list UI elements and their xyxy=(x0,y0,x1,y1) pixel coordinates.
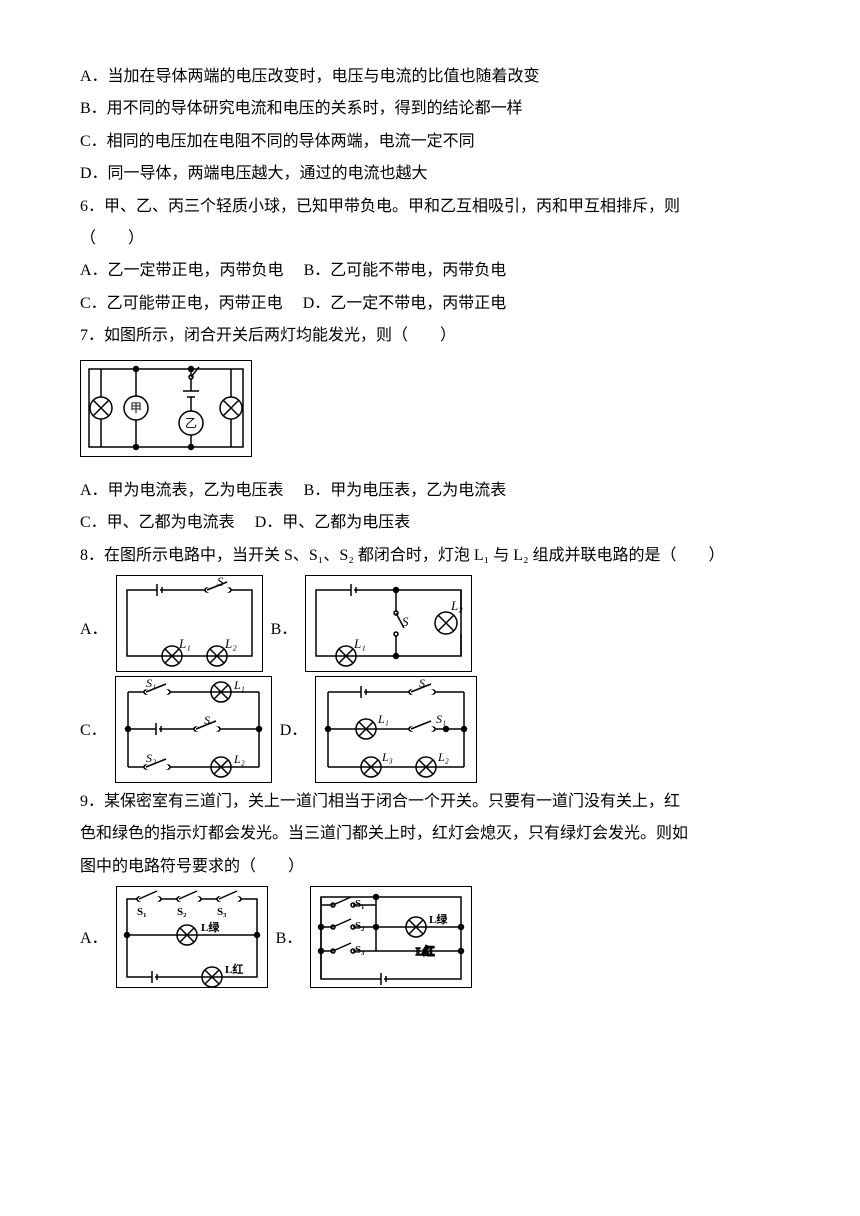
q9b-S3: S₃ xyxy=(355,944,365,956)
q8-stem: 8．在图所示电路中，当开关 S、S₁、S₂ 都闭合时，灯泡 L₁ 与 L₂ 组成… xyxy=(80,541,780,571)
q8d-L2: L₂ xyxy=(437,750,449,764)
q8d-L3: L₃ xyxy=(381,750,393,764)
q9a-Lg: L绿 xyxy=(201,920,220,934)
q9-circuit-B: L红 S₁ S₂ S₃ L绿 xyxy=(310,886,472,988)
q7-stem: 7．如图所示，闭合开关后两灯均能发光，则（ ） xyxy=(80,321,780,351)
q8a-L2: L₂ xyxy=(224,636,237,651)
q9-stem3: 图中的电路符号要求的（ ） xyxy=(80,852,780,882)
q8-circuit-A: S L₁ L₂ xyxy=(116,575,263,672)
q6-optB: B．乙可能不带电，丙带负电 xyxy=(304,262,507,279)
q8-circuit-C: S₁ S S₂ L₁ L₂ xyxy=(115,676,272,783)
q6-stem1: 6．甲、乙、丙三个轻质小球，已知甲带负电。甲和乙互相吸引，丙和甲互相排斥，则 xyxy=(80,192,780,222)
q7-label-jia: 甲 xyxy=(130,401,142,415)
q6-options-cd: C．乙可能带正电，丙带正电 D．乙一定不带电，丙带正电 xyxy=(80,289,780,319)
q9b-Lr: L红 xyxy=(416,944,434,958)
q7-optA: A．甲为电流表，乙为电压表 xyxy=(80,482,284,499)
q5-optB: B．用不同的导体研究电流和电压的关系时，得到的结论都一样 xyxy=(80,94,780,124)
q9b-S1: S₁ xyxy=(355,898,364,910)
q8-row-cd: C． xyxy=(80,676,780,783)
q8-circuit-B: S L₁ L₂ xyxy=(305,575,472,672)
q9b-Lg: L绿 xyxy=(429,912,448,926)
q8c-S1: S₁ xyxy=(146,677,156,690)
q6-optD: D．乙一定不带电，丙带正电 xyxy=(303,295,507,312)
q6-optA: A．乙一定带正电，丙带负电 xyxy=(80,262,284,279)
q8d-S: S xyxy=(419,677,425,690)
q7-optC: C．甲、乙都为电流表 xyxy=(80,514,235,531)
q8-A-letter: A． xyxy=(80,575,108,645)
q9-circuit-A: S₁ S₂ S₃ L绿 L红 xyxy=(116,886,268,988)
q8c-L1: L₁ xyxy=(233,678,245,692)
q5-optC: C．相同的电压加在电阻不同的导体两端，电流一定不同 xyxy=(80,127,780,157)
q7-options-cd: C．甲、乙都为电流表 D．甲、乙都为电压表 xyxy=(80,508,780,538)
q9-A-letter: A． xyxy=(80,886,108,954)
q9-stem2: 色和绿色的指示灯都会发光。当三道门都关上时，红灯会熄灭，只有绿灯会发光。则如 xyxy=(80,819,780,849)
q5-optD: D．同一导体，两端电压越大，通过的电流也越大 xyxy=(80,159,780,189)
q9-stem1: 9．某保密室有三道门，关上一道门相当于闭合一个开关。只要有一道门没有关上，红 xyxy=(80,787,780,817)
q8b-L2: L₂ xyxy=(450,598,463,613)
q8-B-letter: B． xyxy=(271,575,298,645)
q8-circuit-D: S L₁ S₁ L₃ L₂ xyxy=(315,676,477,783)
q8b-S: S xyxy=(402,614,409,629)
q8c-S: S xyxy=(204,713,210,727)
q8d-S1: S₁ xyxy=(436,712,446,726)
q6-optC: C．乙可能带正电，丙带正电 xyxy=(80,295,283,312)
q8c-L2: L₂ xyxy=(233,752,245,766)
q9-B-letter: B． xyxy=(276,886,303,954)
q9a-S3: S₃ xyxy=(217,906,227,918)
q7-optB: B．甲为电压表，乙为电流表 xyxy=(304,482,507,499)
q6-options-ab: A．乙一定带正电，丙带负电 B．乙可能不带电，丙带负电 xyxy=(80,256,780,286)
q8-D-letter: D． xyxy=(280,676,308,746)
q7-options-ab: A．甲为电流表，乙为电压表 B．甲为电压表，乙为电流表 xyxy=(80,476,780,506)
q7-optD: D．甲、乙都为电压表 xyxy=(255,514,411,531)
q9a-S1: S₁ xyxy=(137,906,146,918)
q8d-L1: L₁ xyxy=(377,712,389,726)
q9a-Lr: L红 xyxy=(225,962,243,976)
q9b-S2: S₂ xyxy=(355,920,365,932)
q7-label-yi: 乙 xyxy=(185,416,197,430)
q6-stem2: （ ） xyxy=(80,224,780,254)
q8b-L1: L₁ xyxy=(353,636,366,651)
q8a-S: S xyxy=(217,576,224,589)
q8c-S2: S₂ xyxy=(146,751,156,765)
q8-row-ab: A． S L₁ L₂ B． xyxy=(80,575,780,672)
q8a-L1: L₁ xyxy=(178,636,191,651)
q8-C-letter: C． xyxy=(80,676,107,746)
q5-optA: A．当加在导体两端的电压改变时，电压与电流的比值也随着改变 xyxy=(80,62,780,92)
q9a-S2: S₂ xyxy=(177,906,187,918)
q9-row-ab: A． xyxy=(80,886,780,988)
q7-circuit-diagram: 甲 乙 xyxy=(80,360,252,457)
